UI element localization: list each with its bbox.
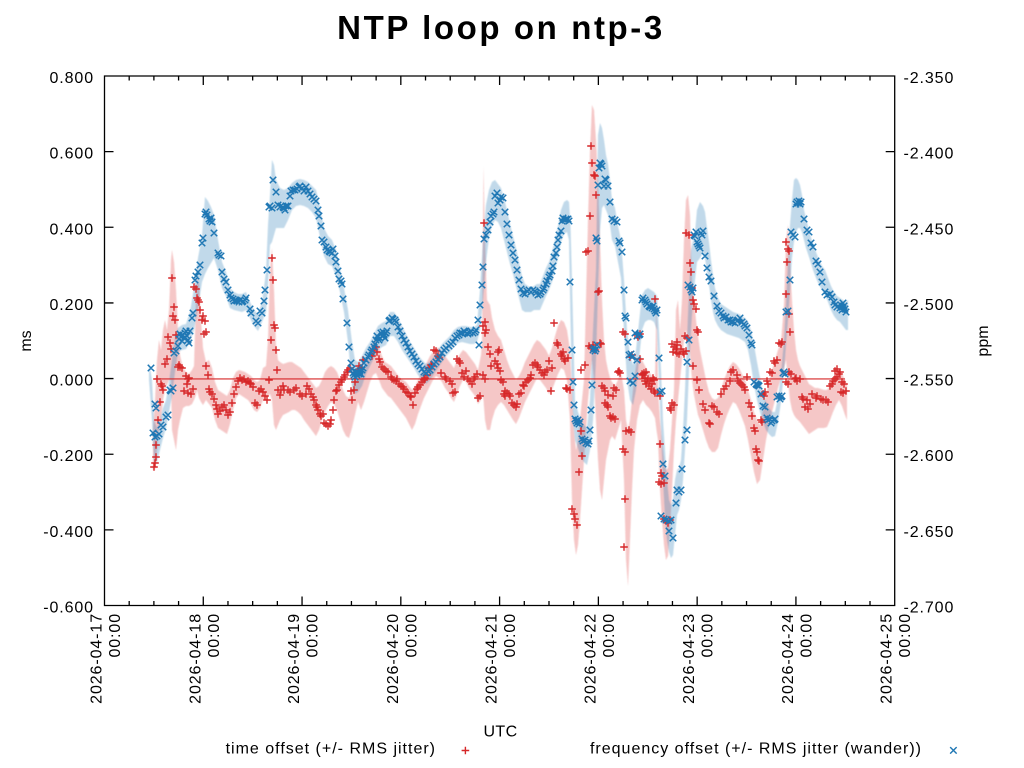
svg-text:00:00: 00:00 [305, 613, 322, 658]
svg-text:ppm: ppm [975, 325, 992, 356]
svg-text:2026-04-24: 2026-04-24 [780, 613, 797, 704]
svg-text:2026-04-19: 2026-04-19 [286, 613, 303, 704]
svg-text:2026-04-20: 2026-04-20 [385, 613, 402, 704]
svg-text:time offset (+/- RMS jitter): time offset (+/- RMS jitter) [226, 741, 436, 758]
svg-text:-0.600: -0.600 [43, 600, 94, 617]
svg-text:-2.600: -2.600 [904, 448, 955, 465]
svg-text:00:00: 00:00 [502, 613, 519, 658]
svg-text:0.000: 0.000 [49, 373, 94, 390]
svg-text:2026-04-22: 2026-04-22 [582, 613, 599, 704]
svg-text:2026-04-17: 2026-04-17 [89, 613, 106, 704]
svg-text:00:00: 00:00 [700, 613, 717, 658]
svg-text:00:00: 00:00 [107, 613, 124, 658]
svg-text:00:00: 00:00 [601, 613, 618, 658]
svg-text:-0.400: -0.400 [43, 524, 94, 541]
svg-text:-2.350: -2.350 [904, 70, 955, 87]
svg-text:0.800: 0.800 [49, 70, 94, 87]
svg-text:00:00: 00:00 [798, 613, 815, 658]
svg-text:ms: ms [18, 330, 35, 351]
svg-text:2026-04-18: 2026-04-18 [187, 613, 204, 704]
svg-text:2026-04-21: 2026-04-21 [484, 613, 501, 704]
svg-text:-0.200: -0.200 [43, 448, 94, 465]
svg-text:0.600: 0.600 [49, 146, 94, 163]
svg-text:UTC: UTC [483, 724, 517, 741]
svg-text:NTP loop on ntp-3: NTP loop on ntp-3 [337, 9, 665, 46]
svg-text:2026-04-23: 2026-04-23 [681, 613, 698, 704]
svg-text:0.400: 0.400 [49, 221, 94, 238]
svg-text:2026-04-25: 2026-04-25 [879, 613, 896, 704]
svg-text:0.200: 0.200 [49, 297, 94, 314]
svg-text:-2.500: -2.500 [904, 297, 955, 314]
svg-text:00:00: 00:00 [403, 613, 420, 658]
svg-text:-2.650: -2.650 [904, 524, 955, 541]
svg-text:00:00: 00:00 [897, 613, 914, 658]
svg-text:frequency offset (+/- RMS jitt: frequency offset (+/- RMS jitter (wander… [590, 741, 922, 758]
svg-text:00:00: 00:00 [206, 613, 223, 658]
svg-text:-2.550: -2.550 [904, 373, 955, 390]
svg-text:-2.400: -2.400 [904, 146, 955, 163]
svg-text:-2.450: -2.450 [904, 221, 955, 238]
svg-text:-2.700: -2.700 [904, 600, 955, 617]
